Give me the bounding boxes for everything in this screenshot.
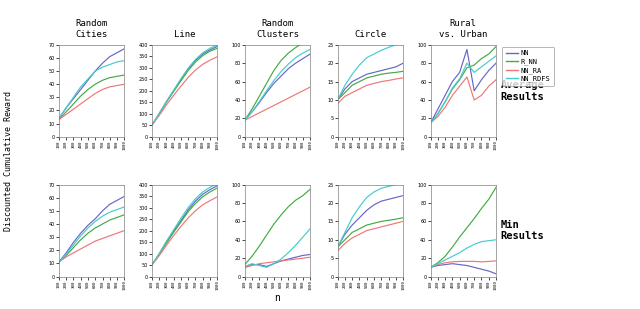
Text: Rural
vs. Urban: Rural vs. Urban: [439, 19, 488, 39]
Text: Average
Results: Average Results: [500, 80, 544, 102]
Text: Circle: Circle: [354, 30, 387, 39]
Text: Line: Line: [174, 30, 195, 39]
Text: Discounted Cumulative Reward: Discounted Cumulative Reward: [4, 91, 13, 231]
Text: Min
Results: Min Results: [500, 220, 544, 241]
Text: Random
Cities: Random Cities: [76, 19, 108, 39]
Text: Random
Clusters: Random Clusters: [256, 19, 299, 39]
Legend: NN, R_NN, NN_RA, NN_RDFS: NN, R_NN, NN_RA, NN_RDFS: [502, 47, 554, 86]
X-axis label: n: n: [275, 293, 280, 303]
